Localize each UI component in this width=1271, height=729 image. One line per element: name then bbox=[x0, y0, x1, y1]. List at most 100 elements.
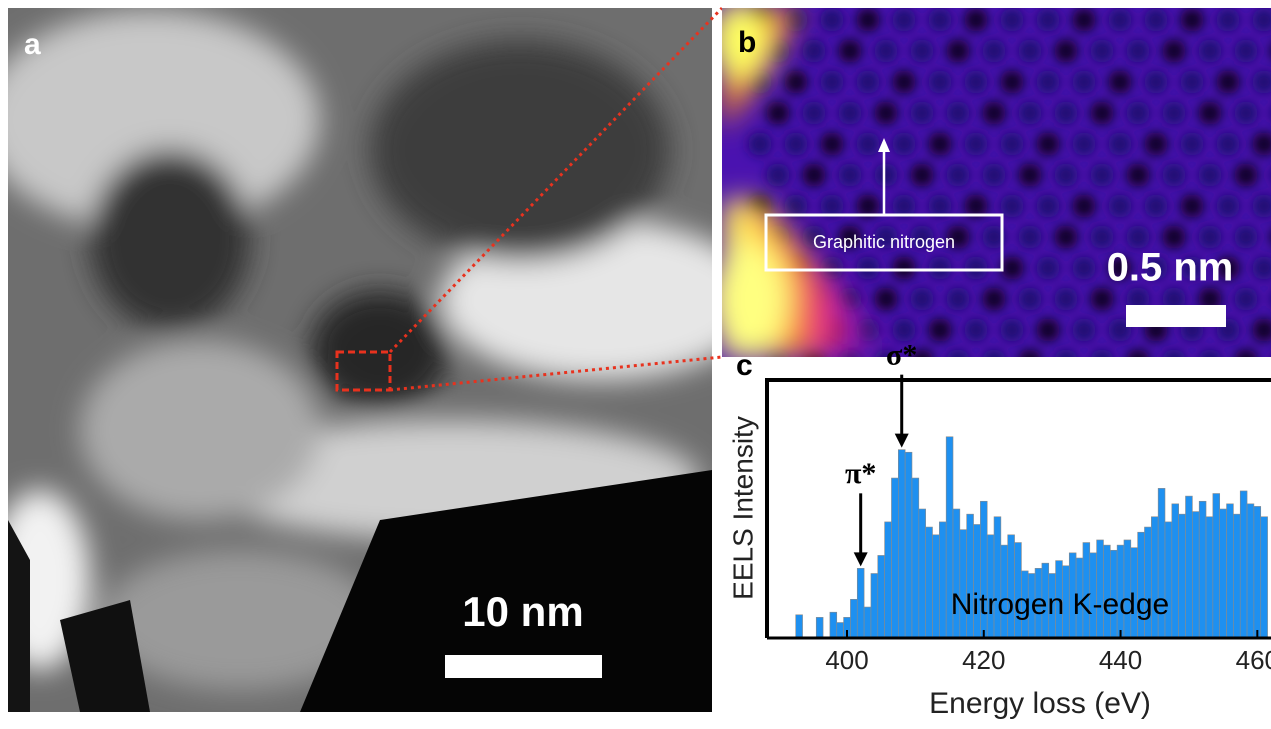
x-axis-label: Energy loss (eV) bbox=[929, 687, 1151, 720]
lattice-hole bbox=[1000, 256, 1024, 280]
lattice-hole bbox=[1198, 39, 1222, 63]
lattice-hole bbox=[766, 163, 790, 187]
lattice-hole bbox=[856, 70, 880, 94]
bar bbox=[912, 478, 919, 638]
lattice-hole bbox=[1126, 39, 1150, 63]
lattice-hole bbox=[1162, 39, 1186, 63]
lattice-hole bbox=[1054, 349, 1078, 373]
bar bbox=[1199, 501, 1206, 638]
lattice-hole bbox=[1036, 70, 1060, 94]
lattice-hole bbox=[1018, 349, 1042, 373]
lattice-hole bbox=[1108, 8, 1132, 32]
lattice-hole bbox=[1216, 132, 1240, 156]
bar bbox=[816, 617, 823, 638]
lattice-hole bbox=[1000, 70, 1024, 94]
lattice-hole bbox=[1090, 163, 1114, 187]
lattice-hole bbox=[946, 287, 970, 311]
lattice-hole bbox=[928, 70, 952, 94]
lattice-hole bbox=[982, 101, 1006, 125]
lattice-hole bbox=[1216, 8, 1240, 32]
bar bbox=[974, 524, 981, 638]
bar bbox=[1220, 509, 1227, 638]
bar bbox=[926, 527, 933, 638]
x-tick-label: 460 bbox=[1236, 645, 1271, 675]
lattice-hole bbox=[802, 101, 826, 125]
lattice-hole bbox=[874, 101, 898, 125]
lattice-hole bbox=[946, 349, 970, 373]
bar bbox=[1138, 532, 1145, 638]
lattice-hole bbox=[784, 70, 808, 94]
lattice-hole bbox=[1180, 8, 1204, 32]
lattice-hole bbox=[982, 163, 1006, 187]
lattice-hole bbox=[928, 132, 952, 156]
lattice-hole bbox=[838, 163, 862, 187]
lattice-hole bbox=[946, 39, 970, 63]
panel-label: a bbox=[24, 28, 41, 61]
lattice-hole bbox=[910, 39, 934, 63]
lattice-hole bbox=[820, 8, 844, 32]
scale-bar-label: 0.5 nm bbox=[1107, 246, 1234, 290]
scale-bar bbox=[1126, 305, 1226, 327]
lattice-hole bbox=[1036, 132, 1060, 156]
arrowhead bbox=[895, 434, 909, 448]
lattice-hole bbox=[964, 70, 988, 94]
lattice-hole bbox=[964, 8, 988, 32]
bar bbox=[939, 522, 946, 638]
lattice-hole bbox=[1036, 194, 1060, 218]
bar bbox=[960, 530, 967, 638]
lattice-hole bbox=[1234, 163, 1258, 187]
lattice-hole bbox=[1198, 349, 1222, 373]
lattice-hole bbox=[802, 163, 826, 187]
scale-bar bbox=[445, 655, 602, 678]
bar bbox=[1144, 527, 1151, 638]
lattice-hole bbox=[1054, 225, 1078, 249]
lattice-hole bbox=[892, 256, 916, 280]
lattice-hole bbox=[1072, 256, 1096, 280]
lattice-hole bbox=[946, 101, 970, 125]
lattice-hole bbox=[1036, 318, 1060, 342]
lattice-hole bbox=[1036, 256, 1060, 280]
lattice-hole bbox=[1018, 225, 1042, 249]
bar bbox=[850, 599, 857, 638]
lattice-hole bbox=[928, 8, 952, 32]
lattice-hole bbox=[856, 132, 880, 156]
bar bbox=[891, 478, 898, 638]
lattice-hole bbox=[1072, 8, 1096, 32]
lattice-hole bbox=[1234, 287, 1258, 311]
bar bbox=[1172, 504, 1179, 638]
lattice-hole bbox=[946, 163, 970, 187]
bar bbox=[864, 607, 871, 638]
lattice-hole bbox=[1072, 132, 1096, 156]
bar bbox=[878, 555, 885, 638]
scale-bar-label: 10 nm bbox=[462, 588, 583, 635]
page: a 10 nm b Graphitic nitrogen 0.5 nm c Ni… bbox=[0, 0, 1271, 729]
bar bbox=[932, 535, 939, 638]
lattice-hole bbox=[1000, 318, 1024, 342]
lattice-hole bbox=[1018, 101, 1042, 125]
bar bbox=[1240, 491, 1247, 638]
lattice-hole bbox=[964, 318, 988, 342]
lattice-hole bbox=[1000, 8, 1024, 32]
lattice-hole bbox=[1090, 287, 1114, 311]
lattice-hole bbox=[1180, 70, 1204, 94]
lattice-hole bbox=[1234, 101, 1258, 125]
lattice-hole bbox=[1234, 225, 1258, 249]
y-axis-label: EELS Intensity bbox=[727, 416, 758, 600]
bar bbox=[871, 574, 878, 639]
bar bbox=[1213, 494, 1220, 638]
bar bbox=[987, 535, 994, 638]
lattice-hole bbox=[838, 101, 862, 125]
bar bbox=[1233, 514, 1240, 638]
x-tick-label: 440 bbox=[1099, 645, 1142, 675]
lattice-hole bbox=[1018, 163, 1042, 187]
lattice-hole bbox=[928, 256, 952, 280]
lattice-hole bbox=[856, 256, 880, 280]
bar bbox=[796, 615, 803, 638]
lattice-hole bbox=[928, 318, 952, 342]
bar bbox=[1186, 496, 1193, 638]
lattice-hole bbox=[1198, 163, 1222, 187]
bar bbox=[1179, 514, 1186, 638]
bar bbox=[905, 452, 912, 638]
figure: a 10 nm b Graphitic nitrogen 0.5 nm c Ni… bbox=[0, 0, 1271, 729]
lattice-hole bbox=[1072, 318, 1096, 342]
